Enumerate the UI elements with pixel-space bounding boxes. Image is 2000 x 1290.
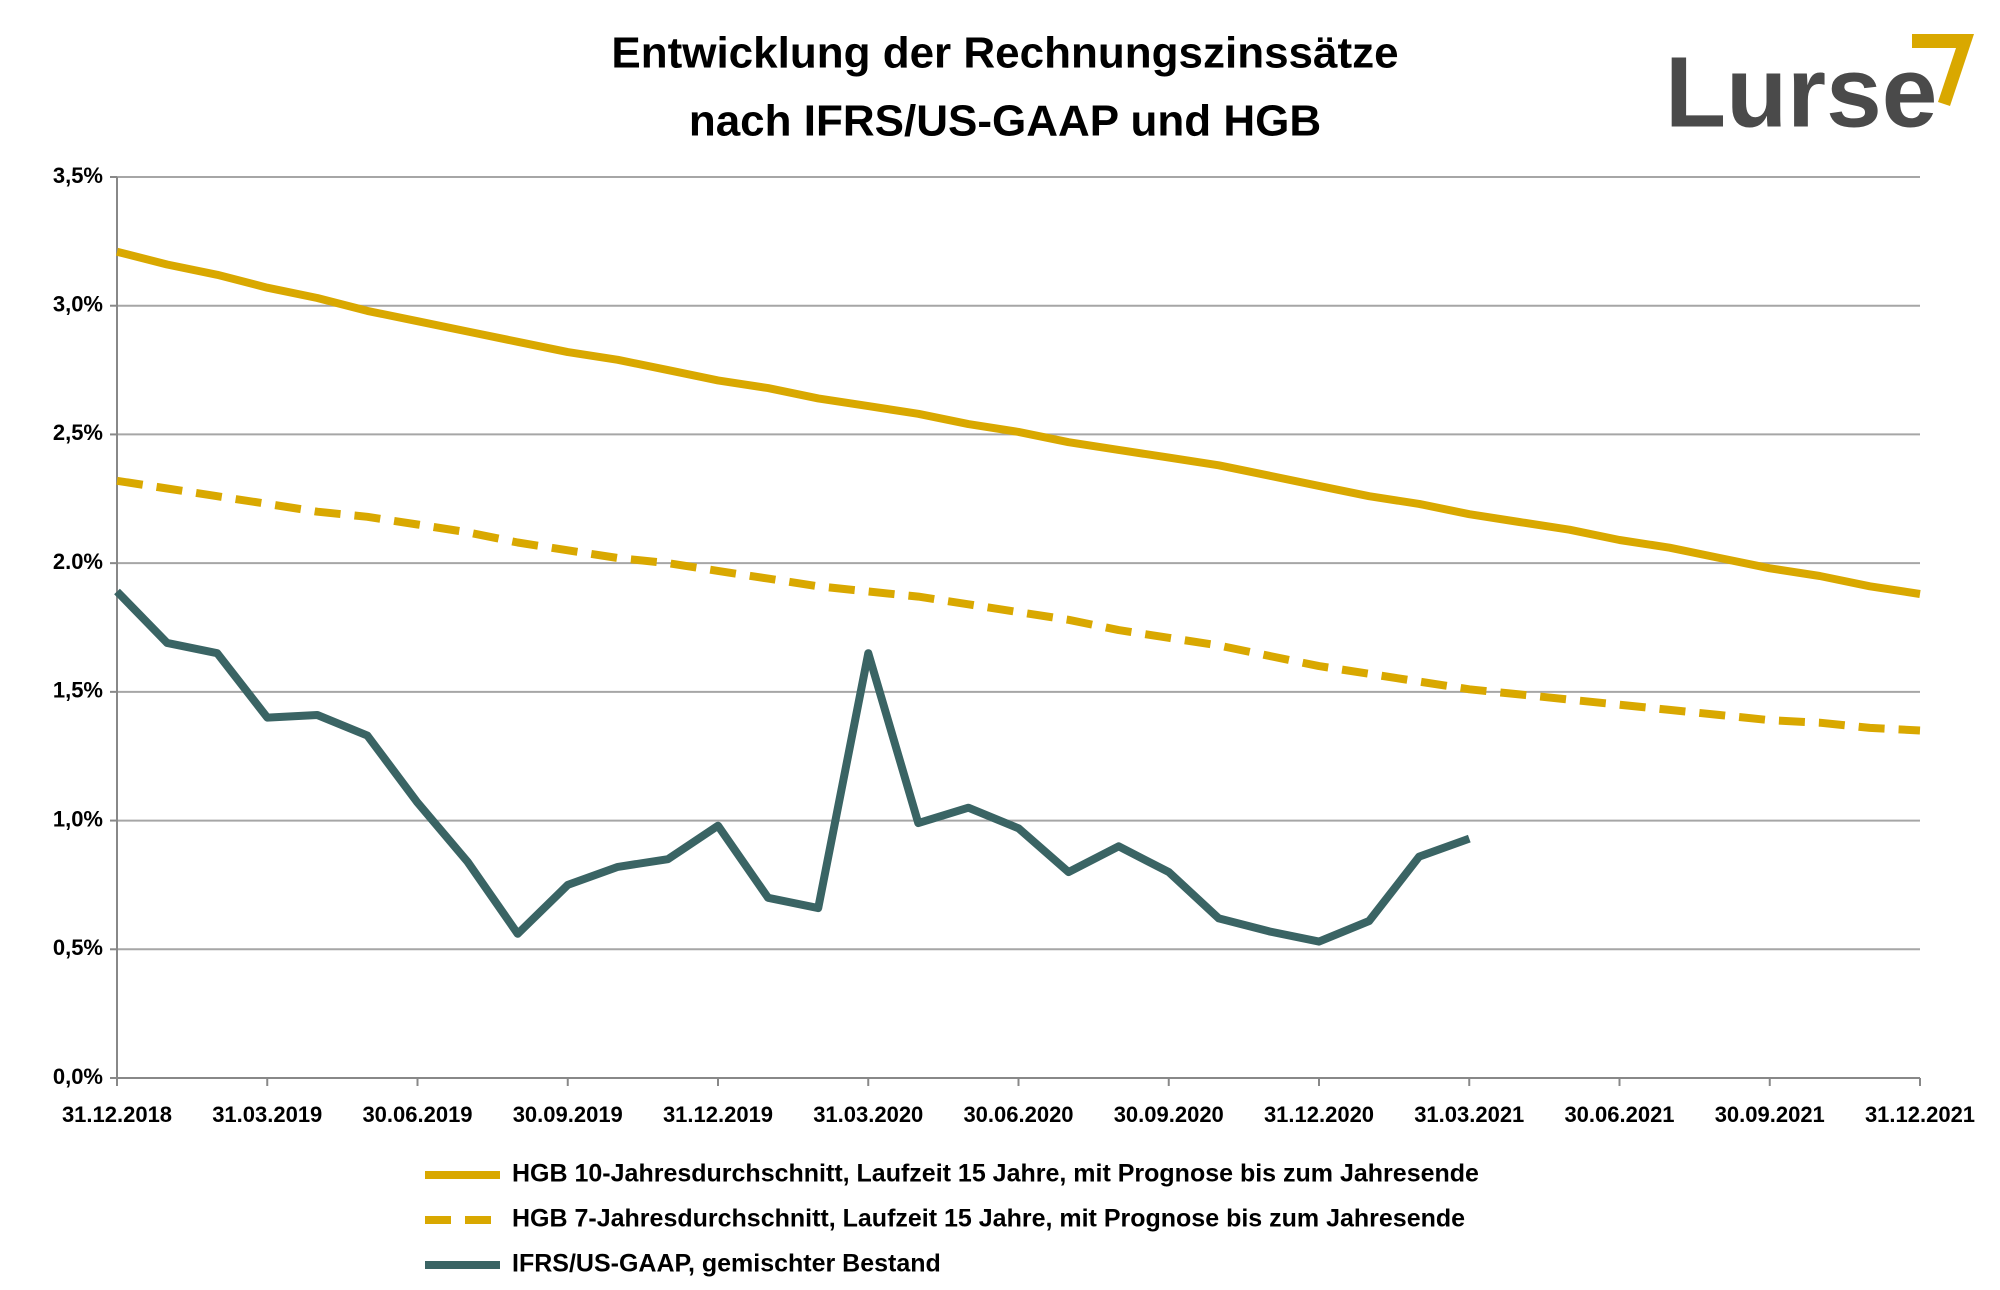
y-tick-label: 2,5% bbox=[53, 420, 103, 445]
y-tick-label: 2.0% bbox=[53, 549, 103, 574]
x-tick-label: 30.06.2019 bbox=[362, 1102, 472, 1127]
legend-label: IFRS/US-GAAP, gemischter Bestand bbox=[512, 1250, 941, 1278]
y-tick-label: 1,0% bbox=[53, 806, 103, 831]
x-tick-label: 31.03.2019 bbox=[212, 1102, 322, 1127]
line bbox=[116, 247, 1921, 598]
legend-label: HGB 10-Jahresdurchschnitt, Laufzeit 15 J… bbox=[512, 1160, 1479, 1188]
x-tick-label: 31.03.2021 bbox=[1414, 1102, 1524, 1127]
x-tick-label: 31.12.2018 bbox=[62, 1102, 172, 1127]
x-tick-label: 31.03.2020 bbox=[813, 1102, 923, 1127]
x-tick-label: 31.12.2020 bbox=[1264, 1102, 1374, 1127]
y-tick-label: 0,5% bbox=[53, 935, 103, 960]
legend-label: HGB 7-Jahresdurchschnitt, Laufzeit 15 Ja… bbox=[512, 1205, 1465, 1233]
logo-text: Lurse bbox=[1665, 36, 1937, 148]
x-tick-label: 31.12.2021 bbox=[1865, 1102, 1975, 1127]
chart-title: nach IFRS/US-GAAP und HGB bbox=[689, 97, 1321, 146]
x-tick-label: 30.09.2021 bbox=[1715, 1102, 1825, 1127]
y-tick-label: 3,0% bbox=[53, 292, 103, 317]
logo-mark bbox=[1912, 34, 1974, 106]
x-tick-label: 30.06.2021 bbox=[1564, 1102, 1674, 1127]
y-tick-label: 1,5% bbox=[53, 678, 103, 703]
x-tick-label: 30.09.2020 bbox=[1114, 1102, 1224, 1127]
y-tick-label: 0,0% bbox=[53, 1064, 103, 1089]
x-tick-label: 30.06.2020 bbox=[963, 1102, 1073, 1127]
line bbox=[114, 588, 1471, 946]
x-tick-label: 30.09.2019 bbox=[513, 1102, 623, 1127]
logo: Lurse bbox=[1665, 34, 1974, 148]
chart-title: Entwicklung der Rechnungszinssätze bbox=[611, 29, 1398, 78]
line bbox=[116, 476, 1921, 735]
y-tick-label: 3,5% bbox=[53, 163, 103, 188]
x-tick-label: 31.12.2019 bbox=[663, 1102, 773, 1127]
